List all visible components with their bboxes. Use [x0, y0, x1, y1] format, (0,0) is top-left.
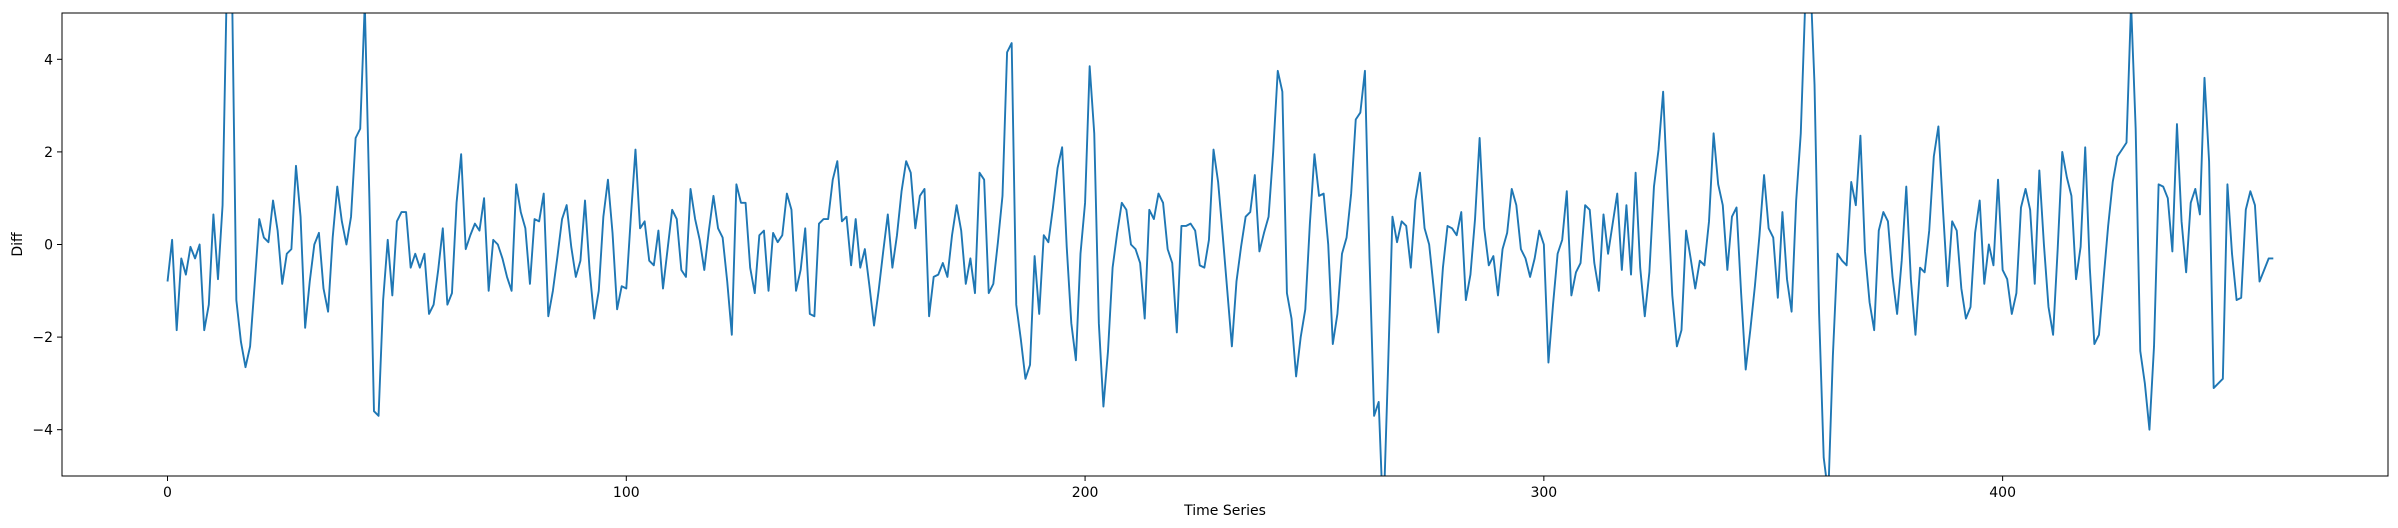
plot-content: [166, 13, 2274, 476]
x-tick-label: 200: [1072, 485, 1099, 501]
y-tick-label: −2: [32, 330, 53, 346]
y-axis-label: Diff: [10, 232, 26, 257]
x-tick-label: 0: [163, 485, 172, 501]
y-axis: −4 −2 0 2 4: [32, 52, 62, 439]
series-line-1: [166, 13, 2274, 476]
y-tick-label: 0: [44, 238, 53, 254]
plot-frame: [61, 12, 2389, 477]
x-axis-label: Time Series: [1183, 503, 1266, 519]
x-tick-label: 100: [613, 485, 640, 501]
y-tick-label: 2: [44, 145, 53, 161]
y-tick-label: −4: [32, 423, 53, 439]
y-tick-label: 4: [44, 52, 53, 68]
x-axis: 0 100 200 300 400: [163, 476, 2016, 501]
x-tick-label: 300: [1530, 485, 1557, 501]
x-tick-label: 400: [1989, 485, 2016, 501]
